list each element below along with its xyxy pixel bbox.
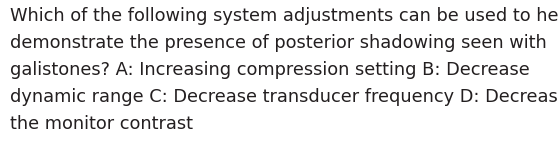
Text: dynamic range C: Decrease transducer frequency D: Decrease: dynamic range C: Decrease transducer fre… bbox=[10, 88, 558, 106]
Text: the monitor contrast: the monitor contrast bbox=[10, 115, 193, 133]
Text: Which of the following system adjustments can be used to help: Which of the following system adjustment… bbox=[10, 7, 558, 25]
Text: galistones? A: Increasing compression setting B: Decrease: galistones? A: Increasing compression se… bbox=[10, 61, 530, 79]
Text: demonstrate the presence of posterior shadowing seen with: demonstrate the presence of posterior sh… bbox=[10, 34, 547, 52]
